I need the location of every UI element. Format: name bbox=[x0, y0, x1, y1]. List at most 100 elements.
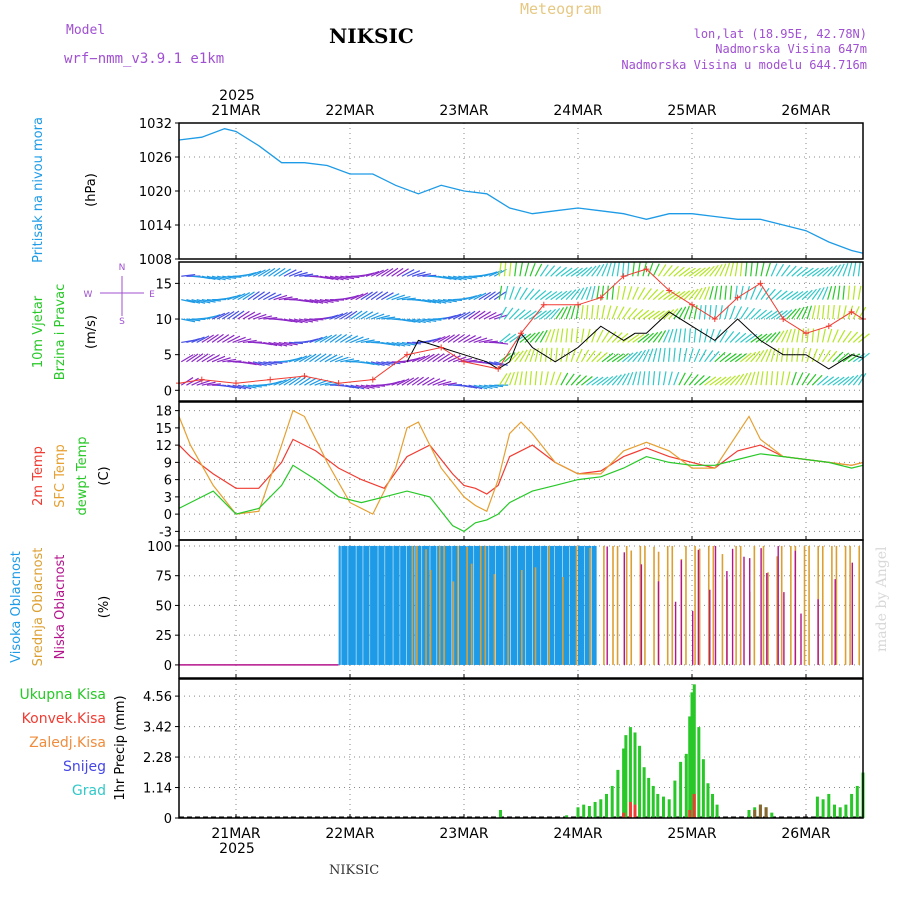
wind-barb bbox=[555, 347, 558, 362]
wind-barb bbox=[606, 375, 618, 386]
cloud-high-bar bbox=[464, 545, 467, 665]
cloud-high-bar bbox=[528, 545, 531, 665]
wind-gust-marker bbox=[643, 266, 650, 273]
pressure-unit: (hPa) bbox=[84, 173, 99, 207]
wind-barb bbox=[698, 328, 703, 343]
wind-barb bbox=[217, 275, 231, 280]
wind-barb bbox=[345, 310, 358, 320]
wind-barb bbox=[647, 348, 654, 362]
wind-barb bbox=[257, 268, 271, 277]
wind-barb bbox=[739, 307, 749, 320]
wind-barb bbox=[647, 310, 660, 320]
wind-barb bbox=[847, 331, 859, 343]
cloud-high-bar bbox=[541, 545, 544, 665]
wind-barb bbox=[714, 376, 727, 386]
cloud-high-bar bbox=[501, 545, 504, 665]
wind-barb bbox=[386, 341, 401, 347]
wind-barb bbox=[616, 262, 620, 277]
wind-barb bbox=[314, 353, 327, 363]
cloud-high-bar bbox=[348, 545, 351, 665]
temp-ytick-label: 12 bbox=[155, 439, 172, 454]
wind-barb bbox=[293, 271, 308, 277]
precip-frozen-bar bbox=[758, 804, 762, 818]
wind-barb bbox=[442, 275, 457, 281]
wind-barb bbox=[299, 318, 314, 323]
wind-barb bbox=[329, 355, 344, 363]
wind-barb bbox=[586, 265, 597, 277]
wind-barb bbox=[770, 331, 781, 343]
cloud-high-bar bbox=[374, 545, 377, 665]
wind-barb bbox=[370, 313, 385, 320]
wind-barb bbox=[247, 361, 262, 366]
precip-total-bar bbox=[844, 804, 848, 818]
cloud-mid-bar bbox=[548, 545, 550, 665]
wind-barb bbox=[668, 265, 679, 277]
wind-gust-marker bbox=[666, 287, 673, 294]
wind-ylabel-1: 10m Vjetar bbox=[31, 295, 46, 368]
wind-barb bbox=[591, 351, 602, 363]
cloud-high-bar bbox=[526, 545, 529, 665]
precip-total-bar bbox=[684, 753, 688, 818]
cloud-mid-bar bbox=[416, 545, 418, 665]
wind-barb bbox=[637, 371, 642, 386]
wind-barb bbox=[616, 373, 626, 386]
wind-barb bbox=[299, 273, 314, 277]
cloud-high-bar bbox=[474, 545, 477, 665]
wind-barb bbox=[201, 275, 216, 281]
wind-barb bbox=[437, 275, 452, 280]
wind-barb bbox=[473, 292, 487, 301]
precip-total-bar bbox=[692, 684, 696, 818]
wind-barb bbox=[386, 361, 401, 365]
wind-barb bbox=[514, 371, 519, 386]
cloud-high-bar bbox=[490, 545, 493, 665]
elevation-label: Nadmorska Visina 647m bbox=[715, 42, 867, 56]
precip-total-bar bbox=[688, 716, 692, 818]
cloud-high-bar bbox=[360, 545, 363, 665]
wind-barb bbox=[673, 307, 683, 320]
wind-barb bbox=[227, 310, 240, 320]
wind-barb bbox=[191, 299, 206, 304]
wind-barb bbox=[719, 352, 732, 363]
wind-barb bbox=[488, 313, 503, 320]
wind-barb bbox=[596, 305, 600, 320]
wind-barb bbox=[437, 334, 451, 343]
cloud-high-bar bbox=[550, 545, 553, 665]
wind-barb bbox=[534, 310, 547, 320]
cloud-mid-bar bbox=[821, 545, 824, 665]
precip-total-bar bbox=[656, 793, 660, 818]
wind-barb bbox=[503, 285, 509, 300]
cloud-mid-bar bbox=[470, 563, 473, 665]
wind-barb bbox=[186, 377, 199, 386]
wind-barb bbox=[858, 352, 870, 363]
cloud-high-bar bbox=[489, 545, 492, 665]
wind-barb bbox=[314, 379, 328, 386]
wind-barb bbox=[560, 347, 564, 362]
wind-barb bbox=[837, 329, 846, 343]
wind-barb bbox=[745, 372, 752, 386]
wind-barb bbox=[258, 361, 272, 366]
pressure-ytick-label: 1014 bbox=[139, 219, 172, 234]
wind-barb bbox=[570, 328, 573, 343]
wind-barb bbox=[247, 291, 260, 301]
wind-barb bbox=[473, 310, 486, 320]
wind-barb bbox=[827, 350, 838, 363]
cloud-high-bar bbox=[417, 545, 421, 665]
wind-barb bbox=[468, 310, 481, 320]
cloud-high-bar bbox=[558, 545, 562, 665]
wind-barb bbox=[483, 384, 498, 389]
wind-barb bbox=[417, 318, 432, 323]
cloud-high-bar bbox=[587, 545, 590, 665]
precip-ytick-label: 1.14 bbox=[143, 782, 172, 797]
cloud-mid-bar bbox=[639, 545, 642, 665]
wind-barb bbox=[211, 275, 226, 281]
wind-barb bbox=[232, 293, 246, 301]
wind-compass: N S W E bbox=[84, 263, 156, 327]
cloud-high-bar bbox=[367, 545, 370, 665]
cloud-low-bar bbox=[777, 546, 779, 665]
cloud-low-bar bbox=[606, 546, 608, 665]
wind-barb bbox=[391, 341, 406, 347]
wind-barb bbox=[570, 288, 581, 301]
wind-barb bbox=[258, 315, 273, 320]
wind-barb bbox=[534, 371, 538, 386]
